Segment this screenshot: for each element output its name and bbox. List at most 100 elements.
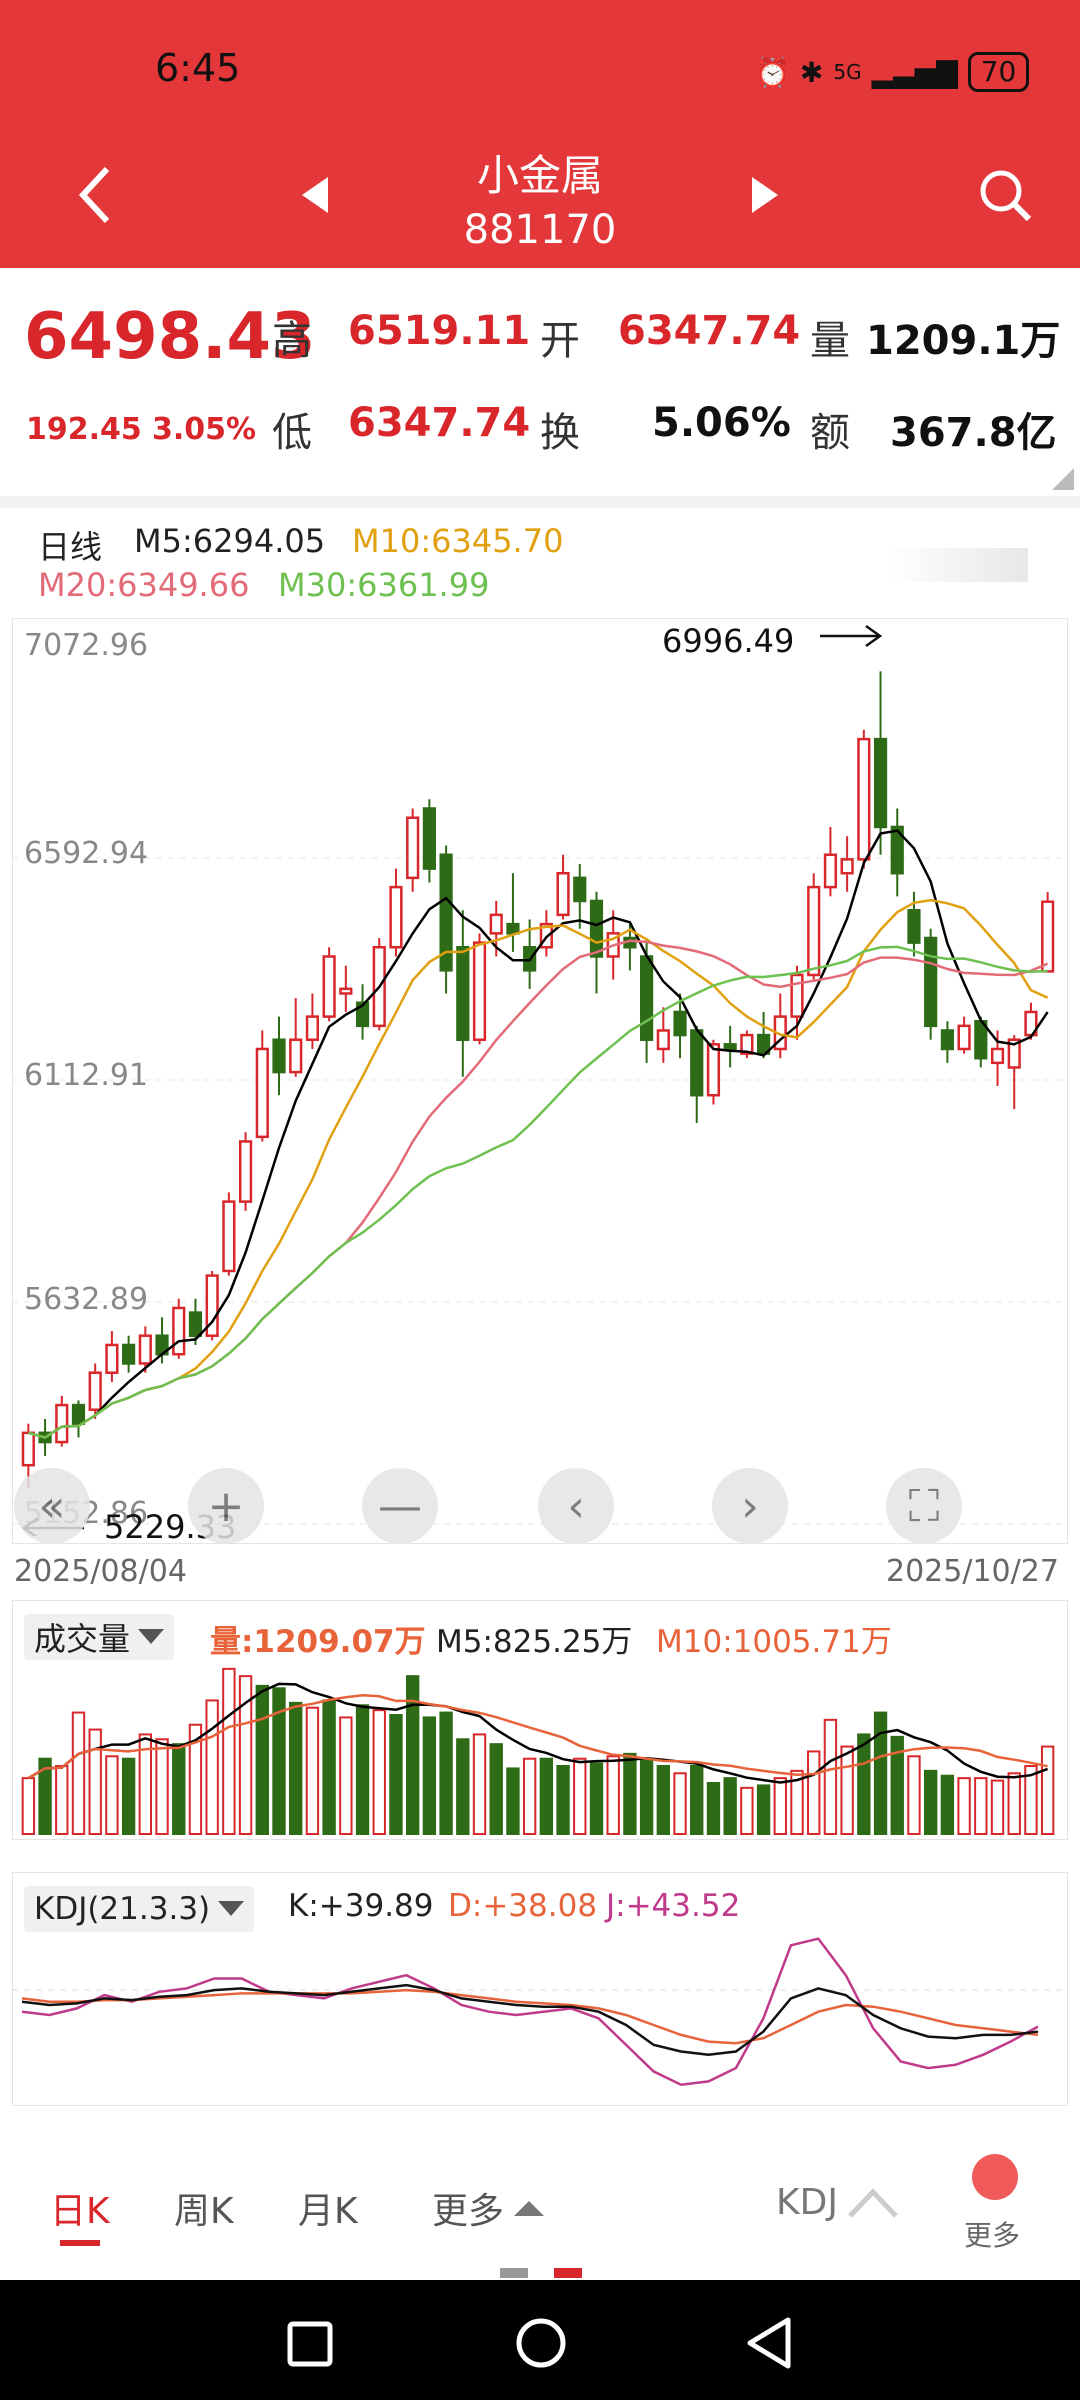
scroll-left-button[interactable]: ‹ xyxy=(538,1468,614,1544)
volume-bar xyxy=(990,1779,1005,1835)
candle xyxy=(589,899,604,958)
volume-bar xyxy=(1024,1765,1038,1835)
home-icon[interactable] xyxy=(514,2316,568,2370)
volume-bar xyxy=(305,1706,320,1835)
volume-ma10-line xyxy=(27,1694,1048,1780)
volume-bar xyxy=(188,1723,203,1835)
more-button-label[interactable]: 更多 xyxy=(964,2219,1021,2252)
triangle-left-icon xyxy=(302,177,328,213)
volume-bar xyxy=(873,1711,888,1835)
candle xyxy=(339,987,353,995)
fullscreen-button[interactable]: ⛶ xyxy=(886,1468,962,1544)
volume-bar xyxy=(940,1774,955,1835)
volume-bar xyxy=(138,1733,153,1835)
volume-bar xyxy=(372,1709,386,1835)
zoom-out-button[interactable]: — xyxy=(362,1468,438,1544)
kline-chart[interactable] xyxy=(12,618,1068,1544)
open-label: 开 xyxy=(540,318,580,364)
candle xyxy=(456,945,470,1041)
tab-more-label: 更多 xyxy=(432,2191,505,2232)
candle xyxy=(172,1306,186,1356)
volume-bar xyxy=(673,1772,687,1836)
candle xyxy=(823,853,838,889)
volume-bar xyxy=(172,1743,186,1835)
max-price-label: 6996.49 xyxy=(662,622,795,660)
app-header: 6:45 ⏰ ✱ 5G ▂▃▅▇ 70 小金属 881170 xyxy=(0,0,1080,268)
volume-bar xyxy=(773,1777,787,1835)
candle xyxy=(756,1033,771,1055)
candle xyxy=(673,1010,687,1037)
ma30-line xyxy=(28,945,1048,1439)
volume-bar xyxy=(923,1769,938,1836)
volume-bar xyxy=(21,1777,36,1835)
tab-weekly-k[interactable]: 周K xyxy=(174,2191,234,2232)
chevron-left-icon xyxy=(78,166,110,224)
indicator-toggle[interactable]: KDJ xyxy=(776,2182,898,2223)
volume-value-label: 量:1209.07万 xyxy=(210,1624,426,1660)
volume-bar xyxy=(957,1777,971,1835)
amount-label: 额 xyxy=(810,410,850,456)
expand-corner-icon[interactable] xyxy=(1052,468,1074,490)
volume-bar xyxy=(623,1752,637,1836)
more-avatar-icon[interactable] xyxy=(972,2154,1018,2200)
mini-chart-thumbnail[interactable] xyxy=(888,548,1028,582)
zoom-in-button[interactable]: + xyxy=(188,1468,264,1544)
page-title: 小金属 xyxy=(476,151,603,200)
kdj-j-label: J:+43.52 xyxy=(606,1888,741,1924)
volume-bar xyxy=(155,1738,169,1836)
volume-selector[interactable]: 成交量 xyxy=(24,1614,175,1660)
volume-bar xyxy=(723,1777,737,1835)
volume-bar xyxy=(573,1757,587,1835)
volume-bar xyxy=(238,1675,253,1836)
candle xyxy=(55,1403,69,1444)
search-button[interactable] xyxy=(970,160,1040,230)
candle xyxy=(188,1311,203,1337)
kdj-k-label: K:+39.89 xyxy=(288,1888,434,1924)
page-dot-active xyxy=(554,2268,582,2278)
candle xyxy=(840,858,854,875)
kdj-d-label: D:+38.08 xyxy=(448,1888,598,1924)
volume-chart[interactable] xyxy=(12,1600,1068,1840)
volume-bar xyxy=(706,1782,721,1835)
current-price: 6498.43 xyxy=(24,300,316,374)
candle xyxy=(105,1343,119,1374)
network-label: 5G xyxy=(833,60,862,84)
candle xyxy=(439,853,453,972)
volume-bar xyxy=(38,1757,52,1835)
volume-bar xyxy=(456,1738,470,1836)
candle xyxy=(71,1403,86,1425)
tab-monthly-k[interactable]: 月K xyxy=(298,2191,358,2232)
ma20-label: M20:6349.66 xyxy=(38,566,250,604)
candle xyxy=(289,1038,303,1074)
ma10-label: M10:6345.70 xyxy=(352,522,564,560)
next-stock-button[interactable] xyxy=(740,170,790,220)
price-change: 192.45 xyxy=(26,412,142,447)
recent-apps-icon[interactable] xyxy=(286,2320,334,2368)
prev-stock-button[interactable] xyxy=(290,170,340,220)
back-nav-icon[interactable] xyxy=(744,2316,794,2370)
arrow-right-icon xyxy=(820,624,883,648)
candle xyxy=(21,1431,35,1467)
y-axis-label-2: 6592.94 xyxy=(24,836,149,871)
candle xyxy=(422,807,436,870)
caret-down-icon xyxy=(218,1901,245,1916)
system-nav-bar xyxy=(0,2280,1080,2400)
indicator-selector[interactable]: KDJ(21.3.3) xyxy=(24,1886,255,1932)
tab-more[interactable]: 更多 xyxy=(432,2182,545,2234)
volume-bar xyxy=(907,1755,921,1836)
volume-bar xyxy=(339,1716,353,1835)
candle xyxy=(924,936,938,1028)
volume-bar xyxy=(756,1784,771,1836)
back-button[interactable] xyxy=(60,160,130,230)
ma5-line xyxy=(28,829,1049,1439)
scroll-right-button[interactable]: › xyxy=(712,1468,788,1544)
candle xyxy=(489,913,503,935)
candle xyxy=(255,1047,269,1139)
candle xyxy=(406,816,420,880)
volume-bar xyxy=(422,1716,437,1835)
stock-code: 881170 xyxy=(463,207,617,253)
scroll-start-button[interactable]: « xyxy=(14,1468,90,1544)
tab-daily-k[interactable]: 日K xyxy=(50,2191,110,2232)
candle xyxy=(506,922,520,935)
volume-bar xyxy=(322,1699,336,1835)
